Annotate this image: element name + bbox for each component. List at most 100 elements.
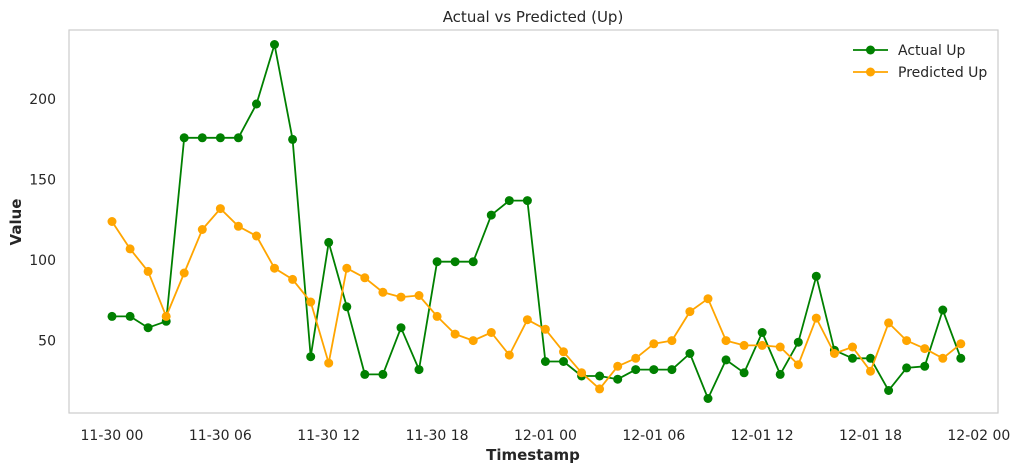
legend: Actual Up Predicted Up: [853, 43, 987, 81]
data-point: [504, 196, 514, 206]
data-point: [685, 349, 695, 358]
series-predicted-up: [107, 204, 966, 394]
y-tick-label: 150: [29, 173, 56, 189]
data-point: [378, 287, 388, 297]
data-point: [938, 353, 948, 363]
data-point: [811, 313, 821, 323]
data-point: [233, 221, 243, 231]
data-point: [775, 369, 785, 379]
data-point: [125, 244, 135, 254]
data-point: [956, 339, 966, 349]
chart-title: Actual vs Predicted (Up): [443, 8, 624, 26]
data-point: [143, 266, 153, 276]
data-point: [143, 323, 153, 333]
data-point: [342, 302, 352, 312]
data-point: [288, 274, 298, 284]
data-point: [902, 336, 912, 346]
data-point: [270, 263, 279, 273]
legend-label: Predicted Up: [898, 65, 987, 81]
data-point: [414, 291, 424, 300]
data-point: [324, 358, 334, 368]
data-point: [757, 340, 767, 350]
data-point: [197, 133, 207, 143]
data-point: [125, 311, 135, 321]
x-tick-label: 12-02 00: [947, 428, 1010, 444]
data-point: [486, 328, 496, 337]
data-point: [956, 353, 966, 363]
data-point: [631, 353, 641, 363]
data-point: [595, 371, 605, 381]
data-point: [270, 40, 279, 49]
x-tick-label: 12-01 00: [514, 428, 577, 444]
data-point: [522, 196, 532, 206]
x-tick-label: 11-30 18: [406, 428, 469, 444]
x-tick-label: 11-30 00: [81, 428, 144, 444]
x-axis-ticks: 11-30 00 11-30 06 11-30 12 11-30 18 12-01 00…: [81, 428, 1011, 444]
data-point: [468, 336, 478, 346]
data-point: [595, 384, 605, 394]
data-point: [360, 369, 370, 379]
x-tick-label: 11-30 12: [297, 428, 360, 444]
data-point: [540, 357, 550, 366]
data-point: [848, 353, 857, 363]
data-point: [884, 318, 894, 328]
legend-marker: [866, 67, 875, 77]
data-point: [902, 363, 912, 373]
data-point: [793, 337, 803, 347]
data-point: [866, 353, 875, 363]
x-axis-label: Timestamp: [486, 446, 580, 464]
data-point: [450, 257, 460, 267]
legend-label: Actual Up: [898, 43, 966, 59]
data-point: [233, 133, 243, 143]
data-point: [179, 133, 189, 143]
data-point: [829, 349, 839, 358]
data-point: [486, 210, 496, 220]
data-point: [757, 328, 767, 337]
x-tick-label: 12-01 18: [839, 428, 902, 444]
data-point: [107, 311, 117, 321]
data-point: [342, 263, 352, 273]
data-point: [739, 340, 749, 350]
data-point: [866, 366, 875, 376]
data-point: [703, 394, 713, 403]
y-tick-label: 200: [29, 92, 56, 108]
y-tick-label: 50: [38, 334, 56, 350]
data-point: [559, 357, 568, 366]
data-point: [811, 271, 821, 281]
data-point: [179, 268, 189, 278]
data-point: [288, 134, 298, 144]
data-point: [920, 344, 930, 354]
data-point: [252, 231, 261, 241]
data-point: [378, 369, 388, 379]
data-point: [775, 342, 785, 352]
data-point: [685, 307, 695, 317]
data-point: [197, 225, 207, 234]
data-point: [107, 217, 117, 226]
x-tick-label: 12-01 06: [622, 428, 685, 444]
data-point: [504, 350, 514, 360]
data-point: [721, 355, 731, 365]
data-point: [522, 315, 532, 325]
y-axis-ticks: 50 100 150 200: [29, 92, 56, 349]
data-point: [577, 368, 587, 378]
data-point: [649, 339, 659, 349]
data-point: [414, 365, 424, 375]
data-point: [324, 237, 334, 247]
data-point: [884, 386, 894, 395]
data-point: [613, 361, 623, 371]
plot-area: [68, 29, 999, 414]
data-point: [306, 297, 316, 307]
data-point: [432, 311, 442, 321]
data-point: [215, 204, 225, 214]
data-point: [306, 352, 316, 362]
x-tick-label: 12-01 12: [731, 428, 794, 444]
legend-marker: [866, 45, 875, 55]
data-point: [649, 365, 659, 375]
data-point: [468, 257, 478, 267]
data-point: [631, 365, 641, 375]
data-point: [938, 305, 948, 315]
data-point: [667, 365, 677, 375]
data-point: [559, 347, 568, 357]
data-point: [360, 273, 370, 283]
